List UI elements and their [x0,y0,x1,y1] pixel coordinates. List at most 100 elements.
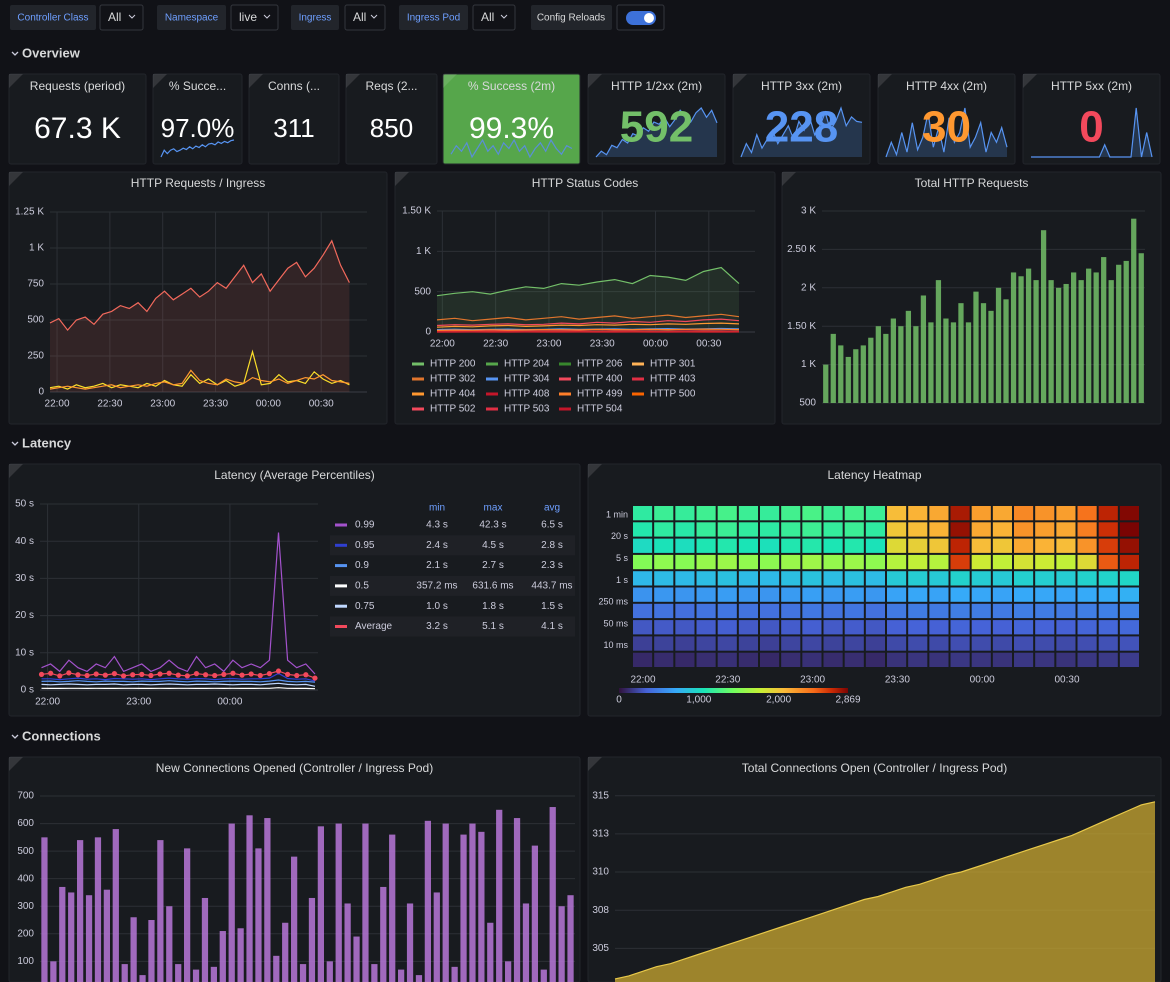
legend-label[interactable]: 0.5 [355,581,369,592]
y-tick-label: 305 [592,943,609,954]
legend-label[interactable]: HTTP 500 [650,389,696,400]
legend-label[interactable]: Average [355,621,393,632]
panel-title: Total HTTP Requests [915,176,1029,190]
heatmap-cell [781,587,801,602]
section-title[interactable]: Latency [22,435,72,450]
section-chevron[interactable] [11,51,19,56]
heatmap-cell [1035,554,1055,570]
bar [59,886,66,982]
heatmap-cell [654,571,674,586]
heatmap-cell [823,603,843,619]
legend-label[interactable]: HTTP 504 [577,404,623,415]
legend-label[interactable]: HTTP 502 [430,404,476,415]
heatmap-cell [1056,587,1076,602]
legend-label[interactable]: HTTP 200 [430,359,476,370]
bar [1040,230,1047,403]
heatmap-cell [929,652,949,667]
legend-label[interactable]: HTTP 503 [504,404,550,415]
heatmap-cell [717,636,737,651]
series-line [41,682,316,687]
marker [239,672,245,678]
legend-label[interactable]: HTTP 304 [504,374,550,385]
bar [246,815,253,982]
legend-label[interactable]: HTTP 499 [577,389,623,400]
bar [905,310,912,403]
legend-label[interactable]: 0.75 [355,601,375,612]
filter-select[interactable] [344,4,386,31]
legend-label[interactable]: HTTP 400 [577,374,623,385]
heatmap-cell [1119,652,1139,667]
heatmap-cell [908,571,928,586]
heatmap-cell [696,554,716,570]
bar [371,964,378,982]
legend-label[interactable]: HTTP 206 [577,359,623,370]
stat-title: HTTP 1/2xx (2m) [611,79,702,93]
heatmap-cell [1056,506,1076,521]
heatmap-cell [696,587,716,602]
y-tick-label: 500 [17,846,34,857]
legend-label[interactable]: HTTP 408 [504,389,550,400]
heatmap-cell [781,506,801,521]
heatmap-cell [760,522,780,537]
stat-panel [1022,73,1161,165]
filter-select[interactable] [472,4,516,31]
legend-label[interactable]: 0.95 [355,540,375,551]
bar [1025,268,1032,403]
info-corner [1023,74,1037,88]
bar [282,922,289,982]
bar [958,303,964,403]
heatmap-cell [971,603,991,619]
filter-select[interactable] [99,4,144,31]
bar [130,917,137,982]
legend-label[interactable]: 0.99 [355,520,375,531]
section-chevron[interactable] [11,441,19,446]
x-tick-label: 00:00 [256,399,281,410]
heatmap-cell [971,620,991,635]
heatmap-cell [908,587,928,602]
heatmap-cell [823,506,843,521]
marker [75,672,81,678]
stat-value: 228 [765,103,838,152]
heatmap-cell [929,538,949,553]
stat-title: HTTP 3xx (2m) [761,79,842,93]
heatmap-cell [1119,636,1139,651]
heatmap-cell [781,652,801,667]
marker [130,672,136,678]
bar [1010,272,1017,403]
heatmap-cell [1056,571,1076,586]
bar [913,326,919,403]
sparkline [450,138,573,159]
section-title[interactable]: Connections [22,728,101,743]
y-tick-label: 600 [17,818,34,829]
toggle-label-box [531,5,612,30]
legend-label[interactable]: HTTP 301 [650,359,696,370]
bar [830,333,836,403]
bar [558,906,565,982]
legend-label[interactable]: 0.9 [355,560,369,571]
y-tick-label: 500 [27,315,44,326]
marker [120,673,127,679]
legend-label[interactable]: HTTP 403 [650,374,696,385]
y-tick-label: 20 s [15,610,34,621]
info-corner [9,757,23,771]
y-tick-label: 0 s [21,685,34,696]
heatmap-cell [1119,620,1139,635]
stat-value: 99.3% [469,112,554,145]
legend-label[interactable]: HTTP 404 [430,389,476,400]
heatmap-cell [1035,652,1055,667]
section-chevron[interactable] [11,734,19,739]
heatmap-cell [802,506,822,521]
y-tick-label: 200 [17,928,34,939]
heatmap-cell [802,620,822,635]
bar [317,826,324,982]
legend-stat: 631.6 ms [472,581,513,592]
heatmap-cell [1098,554,1118,570]
legend-label[interactable]: HTTP 204 [504,359,550,370]
legend-stat: 4.3 s [426,520,448,531]
legend-label[interactable]: HTTP 302 [430,374,476,385]
marker [193,671,200,677]
heatmap-cell [971,571,991,586]
section-title[interactable]: Overview [22,45,81,60]
marker [111,671,118,677]
filter-select[interactable] [230,4,279,31]
